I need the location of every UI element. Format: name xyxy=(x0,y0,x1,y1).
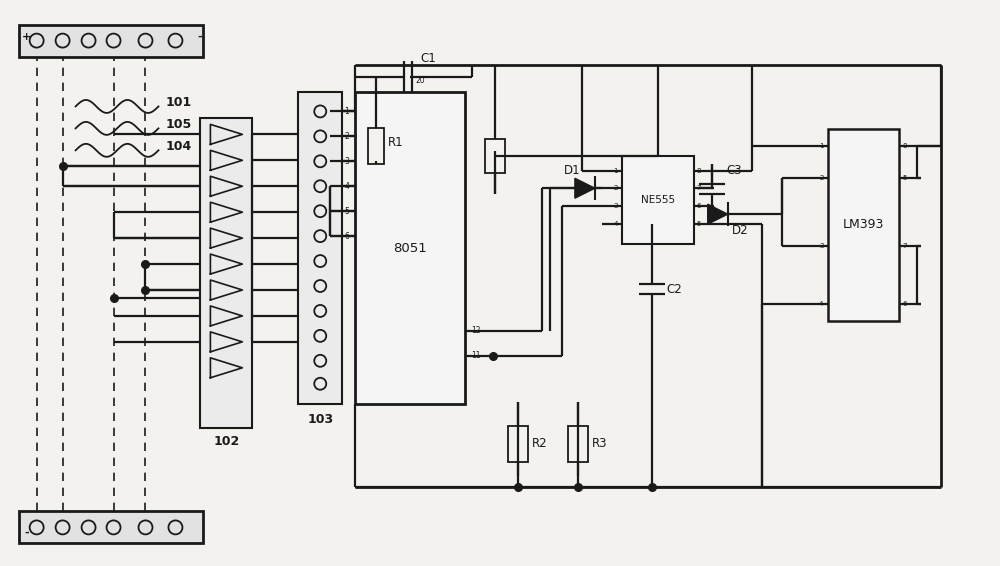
Text: +: + xyxy=(22,32,31,42)
Bar xyxy=(19,25,203,57)
Bar xyxy=(828,130,899,321)
Text: 6: 6 xyxy=(697,203,701,209)
Text: 1: 1 xyxy=(613,168,618,174)
Text: 5: 5 xyxy=(344,207,349,216)
Bar xyxy=(298,92,342,404)
Text: 12: 12 xyxy=(471,327,481,336)
Text: 3: 3 xyxy=(819,243,824,249)
Text: C2: C2 xyxy=(667,284,683,297)
Text: 1: 1 xyxy=(819,143,824,149)
Text: 103: 103 xyxy=(307,413,333,426)
Bar xyxy=(368,128,384,164)
Text: 102: 102 xyxy=(213,435,240,448)
Text: C3: C3 xyxy=(727,164,742,177)
Text: 8: 8 xyxy=(902,143,907,149)
Polygon shape xyxy=(708,204,728,224)
Text: LM393: LM393 xyxy=(843,218,884,230)
Text: 6: 6 xyxy=(902,301,907,307)
Text: 8: 8 xyxy=(697,168,701,174)
Bar xyxy=(19,512,203,543)
Text: 7: 7 xyxy=(902,243,907,249)
Text: 2: 2 xyxy=(613,185,618,191)
Bar xyxy=(355,92,465,404)
Text: 4: 4 xyxy=(819,301,824,307)
Polygon shape xyxy=(575,178,595,198)
Text: 3: 3 xyxy=(344,157,349,166)
Text: R1: R1 xyxy=(388,136,404,149)
Text: 3: 3 xyxy=(613,203,618,209)
Text: 8051: 8051 xyxy=(393,242,427,255)
Text: R2: R2 xyxy=(532,437,548,450)
Text: 104: 104 xyxy=(165,140,192,153)
Text: 5: 5 xyxy=(697,221,701,227)
Text: 4: 4 xyxy=(344,182,349,191)
Text: 20: 20 xyxy=(415,76,425,85)
Text: 105: 105 xyxy=(165,118,192,131)
Text: D1: D1 xyxy=(564,164,581,177)
Text: NE555: NE555 xyxy=(641,195,675,205)
Text: D2: D2 xyxy=(732,224,748,237)
Text: 11: 11 xyxy=(471,351,481,361)
Text: 4: 4 xyxy=(613,221,618,227)
Bar xyxy=(508,426,528,461)
Text: 6: 6 xyxy=(344,231,349,241)
Text: -: - xyxy=(24,528,29,537)
Text: 101: 101 xyxy=(165,96,192,109)
Text: 7: 7 xyxy=(697,185,701,191)
Bar xyxy=(568,426,588,461)
Text: R3: R3 xyxy=(592,437,607,450)
Text: 2: 2 xyxy=(819,175,824,181)
Text: -: - xyxy=(197,32,202,42)
Bar xyxy=(200,118,252,428)
Text: 1: 1 xyxy=(344,107,349,116)
Bar xyxy=(485,139,505,173)
Text: 2: 2 xyxy=(344,132,349,141)
Bar xyxy=(622,156,694,244)
Text: C1: C1 xyxy=(420,52,436,65)
Text: 5: 5 xyxy=(902,175,907,181)
